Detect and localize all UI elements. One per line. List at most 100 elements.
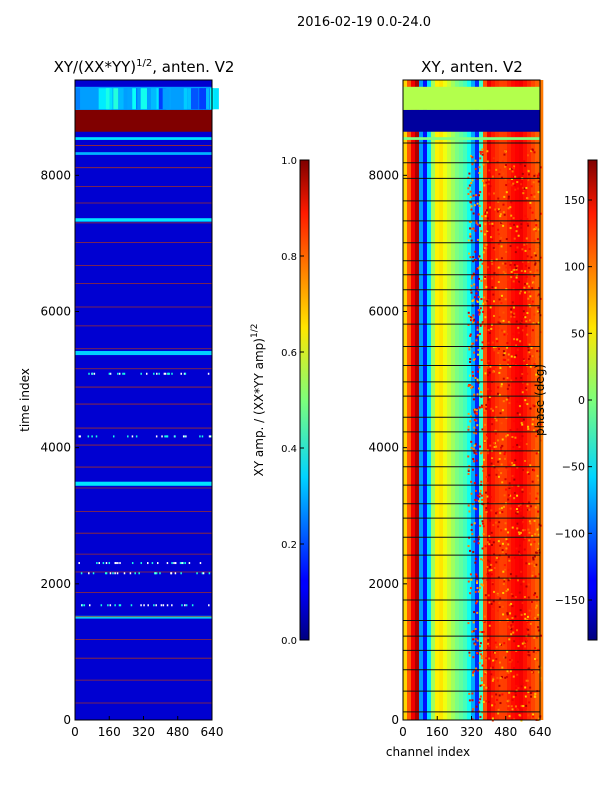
phase-noise: [514, 615, 517, 618]
phase-noise: [483, 670, 486, 673]
phase-noise: [505, 191, 508, 194]
phase-noise: [471, 321, 474, 324]
phase-noise: [522, 310, 525, 313]
phase-noise: [481, 520, 484, 523]
phase-noise: [474, 498, 477, 501]
phase-noise: [527, 260, 530, 263]
phase-noise: [527, 425, 530, 428]
phase-noise: [488, 718, 491, 721]
phase-noise: [539, 677, 542, 680]
phase-noise: [528, 520, 531, 523]
phase-noise: [496, 511, 499, 514]
phase-noise: [505, 163, 508, 166]
phase-noise: [523, 613, 526, 616]
phase-noise: [482, 525, 485, 528]
amp-speckle: [201, 435, 204, 438]
amp-speckle: [181, 562, 183, 565]
phase-noise: [512, 306, 515, 309]
phase-noise: [486, 160, 489, 163]
phase-noise: [527, 714, 530, 717]
phase-noise: [487, 686, 490, 689]
phase-noise: [512, 631, 515, 634]
phase-noise: [524, 249, 527, 252]
phase-noise: [496, 340, 499, 343]
amp-speckle: [107, 604, 109, 607]
phase-noise: [515, 685, 518, 688]
phase-noise: [467, 455, 470, 458]
phase-noise: [528, 667, 531, 670]
phase-noise: [525, 197, 528, 200]
phase-noise: [470, 492, 473, 495]
phase-noise: [523, 187, 526, 190]
amp-speckle: [92, 572, 95, 575]
phase-noise: [511, 616, 514, 619]
phase-noise: [499, 544, 502, 547]
phase-noise: [532, 243, 535, 246]
phase-noise: [484, 658, 487, 661]
amp-speckle: [166, 604, 169, 607]
phase-noise: [492, 314, 495, 317]
phase-noise: [472, 398, 475, 401]
phase-noise: [525, 186, 528, 189]
phase-noise: [530, 150, 533, 153]
phase-noise: [474, 638, 477, 641]
amp-band: [75, 152, 212, 155]
phase-noise: [539, 166, 542, 169]
amp-speckle: [91, 435, 93, 438]
phase-noise: [510, 624, 513, 627]
amp-band: [75, 615, 212, 619]
phase-noise: [528, 465, 531, 468]
phase-noise: [525, 585, 528, 588]
phase-noise: [473, 670, 476, 673]
phase-noise: [502, 172, 505, 175]
amp-speckle: [114, 604, 116, 607]
phase-noise: [521, 329, 524, 332]
phase-noise: [481, 179, 484, 182]
phase-noise: [469, 316, 472, 319]
phase-noise: [537, 533, 540, 536]
phase-noise: [468, 654, 471, 657]
phase-noise: [504, 451, 507, 454]
phase-noise: [507, 494, 510, 497]
phase-noise: [473, 482, 476, 485]
phase-noise: [480, 230, 483, 233]
amp-speckle: [208, 435, 211, 438]
phase-noise: [507, 353, 510, 356]
phase-noise: [469, 573, 472, 576]
phase-noise: [493, 661, 496, 664]
phase-noise: [473, 259, 476, 262]
phase-noise: [494, 208, 497, 211]
phase-noise: [532, 556, 535, 559]
phase-noise: [506, 278, 509, 281]
phase-noise: [527, 501, 530, 504]
phase-noise: [476, 321, 479, 324]
phase-noise: [502, 570, 505, 573]
phase-noise: [507, 396, 510, 399]
phase-noise: [537, 295, 540, 298]
phase-noise: [498, 606, 501, 609]
phase-noise: [503, 453, 506, 456]
phase-noise: [519, 509, 522, 512]
phase-noise: [530, 669, 533, 672]
amp-y-axis: 0 2000 4000 6000 8000: [40, 168, 79, 727]
phase-noise: [525, 388, 528, 391]
phase-noise: [516, 494, 519, 497]
phase-noise: [536, 403, 539, 406]
phase-noise: [531, 249, 534, 252]
phase-noise: [506, 539, 509, 542]
phase-column: [491, 80, 496, 720]
phase-noise: [480, 558, 483, 561]
phase-noise: [477, 538, 480, 541]
phase-noise: [476, 669, 479, 672]
phase-noise: [471, 163, 474, 166]
phase-noise: [509, 206, 512, 209]
phase-noise: [480, 404, 483, 407]
phase-noise: [486, 541, 489, 544]
phase-noise: [486, 228, 489, 231]
phase-noise: [490, 164, 493, 167]
phase-noise: [530, 543, 533, 546]
phase-noise: [525, 704, 528, 707]
phase-noise: [533, 593, 536, 596]
phase-noise: [480, 298, 483, 301]
phase-noise: [493, 646, 496, 649]
